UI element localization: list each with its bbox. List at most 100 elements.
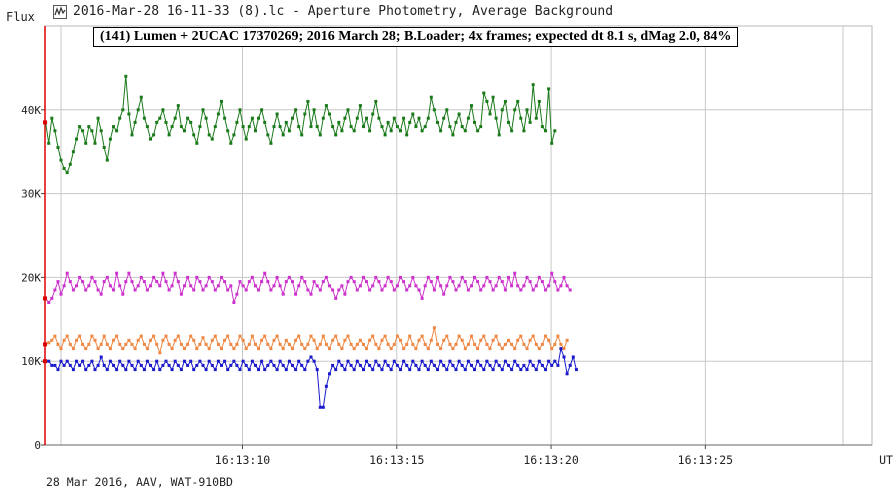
data-point [389, 280, 393, 284]
data-point [254, 342, 257, 346]
data-point [133, 288, 137, 292]
data-point [448, 359, 452, 363]
data-point [324, 275, 328, 279]
data-point [124, 280, 128, 284]
data-point [102, 146, 106, 149]
data-point [439, 359, 443, 363]
data-point [420, 334, 424, 338]
data-point [232, 301, 236, 304]
y-axis-label: Flux [6, 10, 35, 24]
data-point [145, 288, 149, 292]
data-point [488, 363, 492, 367]
data-point [183, 129, 186, 133]
data-point [291, 363, 294, 367]
data-point [488, 347, 492, 351]
data-point [226, 368, 230, 372]
data-point [204, 368, 208, 372]
data-point [463, 280, 467, 284]
data-point [324, 384, 328, 388]
data-point [531, 363, 535, 367]
data-point [522, 129, 526, 133]
data-point [389, 368, 393, 372]
data-point [328, 112, 331, 116]
data-point [170, 368, 174, 372]
data-point [223, 116, 227, 120]
data-point [306, 288, 310, 292]
data-point [556, 334, 560, 338]
plot-frame [44, 25, 873, 446]
data-point [395, 125, 399, 129]
y-tick-label: 10K [21, 355, 41, 368]
data-point [112, 363, 115, 367]
data-point [479, 363, 483, 367]
data-point [500, 280, 504, 284]
data-point [179, 368, 183, 372]
data-point [556, 363, 560, 367]
data-point [531, 334, 535, 338]
data-point [309, 292, 313, 296]
data-point [254, 129, 257, 133]
data-point [198, 342, 202, 346]
data-point [547, 338, 551, 342]
data-point [250, 275, 254, 279]
data-point [559, 342, 563, 346]
data-point [358, 284, 362, 288]
data-point [491, 288, 495, 292]
data-point [402, 116, 406, 120]
data-point [476, 347, 480, 351]
data-point [488, 112, 492, 116]
data-point [155, 280, 159, 284]
data-point [371, 368, 375, 372]
data-point [75, 284, 78, 288]
data-point [334, 334, 338, 338]
grid [44, 25, 873, 446]
data-point [96, 288, 100, 292]
data-point [503, 288, 507, 292]
data-point [491, 338, 495, 342]
data-point [164, 280, 168, 284]
x-tick-label: 16:13:20 [523, 453, 578, 467]
y-tick-label: 40K [21, 104, 41, 117]
data-point [479, 125, 483, 129]
data-point [346, 334, 350, 338]
data-point [525, 275, 529, 279]
data-point [294, 368, 298, 372]
x-tick-label: 16:13:25 [678, 453, 733, 467]
data-point [210, 338, 214, 342]
data-point [540, 280, 544, 284]
data-point [540, 125, 544, 129]
data-point [534, 368, 538, 372]
data-point [220, 99, 223, 103]
data-point [238, 334, 242, 338]
data-point [457, 284, 461, 288]
data-point [503, 99, 507, 103]
data-point [198, 125, 202, 129]
data-point [503, 359, 507, 363]
data-point [519, 334, 523, 338]
data-point [269, 359, 273, 363]
data-point [395, 284, 399, 288]
data-point [254, 284, 257, 288]
data-point [250, 334, 254, 338]
data-point [411, 342, 415, 346]
data-point [500, 347, 504, 351]
data-point [399, 275, 402, 279]
lightcurve-app-icon[interactable] [53, 5, 67, 19]
data-point [451, 280, 455, 284]
data-point [525, 368, 529, 372]
data-point [158, 368, 162, 372]
data-point [470, 363, 473, 367]
data-point [417, 368, 421, 372]
data-point [337, 342, 341, 346]
data-point [408, 334, 412, 338]
data-point [528, 359, 532, 363]
data-point [207, 359, 211, 363]
data-point [278, 342, 282, 346]
data-point [220, 275, 223, 279]
data-point [238, 368, 242, 372]
data-point [423, 284, 427, 288]
data-point [497, 342, 501, 346]
data-point [513, 108, 517, 112]
data-point [537, 359, 541, 363]
